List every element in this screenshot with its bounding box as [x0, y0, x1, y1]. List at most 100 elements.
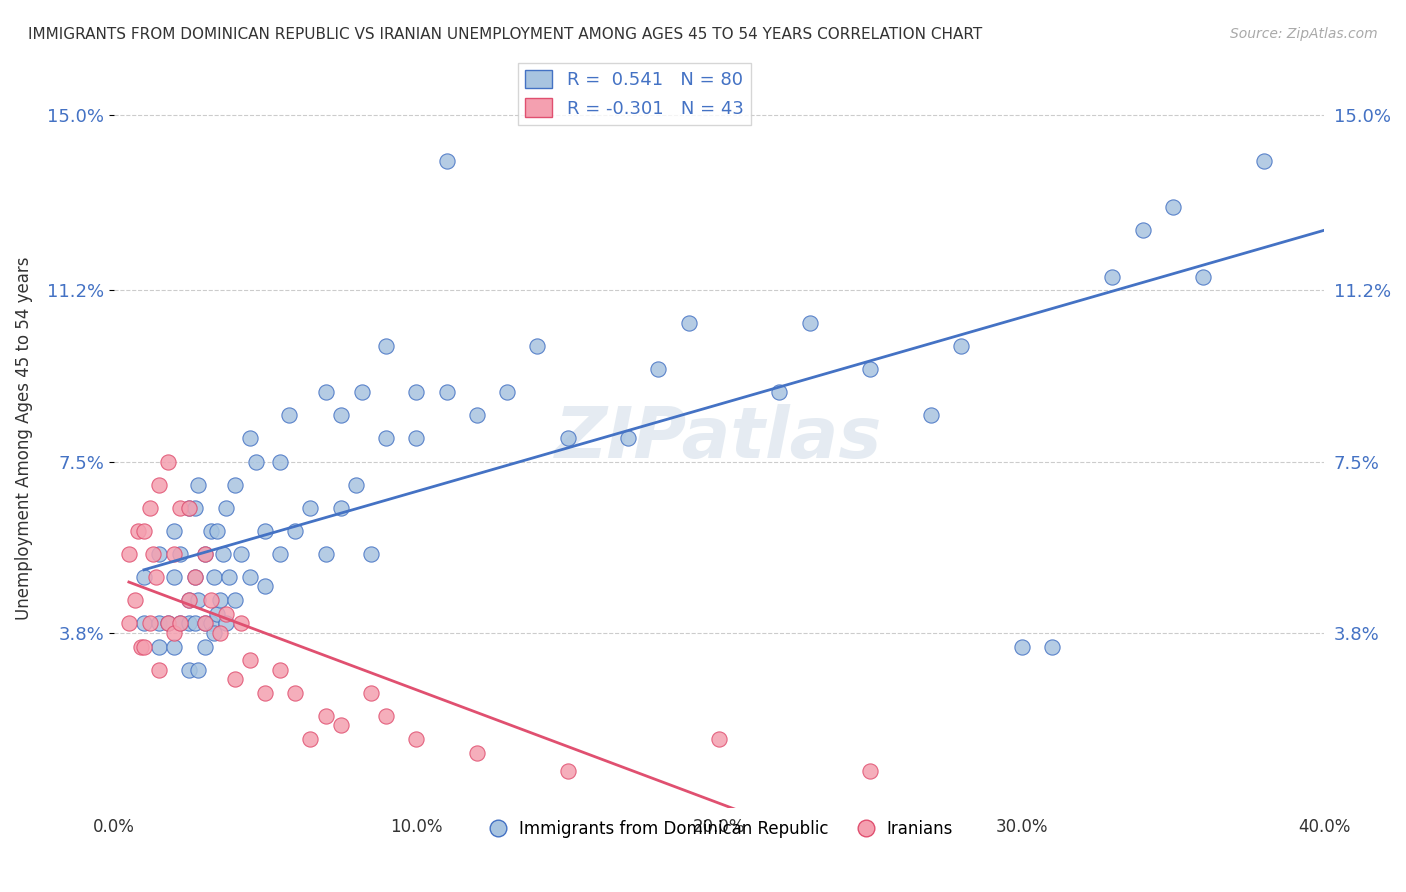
Point — [179, 616, 201, 631]
Point — [193, 640, 215, 654]
Point — [1040, 640, 1063, 654]
Point — [163, 547, 186, 561]
Point — [799, 316, 821, 330]
Point — [405, 385, 427, 400]
Point — [179, 500, 201, 515]
Point — [315, 709, 337, 723]
Point — [208, 593, 231, 607]
Point — [145, 570, 167, 584]
Point — [617, 432, 640, 446]
Point — [193, 547, 215, 561]
Point — [132, 524, 155, 538]
Point — [526, 339, 548, 353]
Point — [142, 547, 165, 561]
Point — [184, 500, 207, 515]
Point — [405, 732, 427, 747]
Point — [950, 339, 973, 353]
Point — [215, 500, 238, 515]
Point — [1192, 269, 1215, 284]
Point — [200, 593, 222, 607]
Point — [859, 362, 882, 376]
Point — [299, 500, 322, 515]
Point — [132, 570, 155, 584]
Point — [218, 570, 240, 584]
Point — [148, 477, 170, 491]
Point — [163, 625, 186, 640]
Point — [184, 616, 207, 631]
Point — [215, 616, 238, 631]
Point — [169, 547, 191, 561]
Point — [557, 432, 579, 446]
Point — [184, 570, 207, 584]
Point — [1161, 200, 1184, 214]
Point — [157, 616, 180, 631]
Point — [139, 616, 162, 631]
Point — [859, 764, 882, 779]
Point — [405, 432, 427, 446]
Point — [179, 663, 201, 677]
Point — [118, 616, 141, 631]
Point — [132, 616, 155, 631]
Point — [360, 547, 382, 561]
Text: IMMIGRANTS FROM DOMINICAN REPUBLIC VS IRANIAN UNEMPLOYMENT AMONG AGES 45 TO 54 Y: IMMIGRANTS FROM DOMINICAN REPUBLIC VS IR… — [28, 27, 983, 42]
Point — [239, 432, 262, 446]
Point — [224, 477, 246, 491]
Point — [187, 663, 209, 677]
Point — [350, 385, 373, 400]
Point — [193, 616, 215, 631]
Point — [205, 607, 228, 622]
Point — [1101, 269, 1123, 284]
Point — [299, 732, 322, 747]
Point — [211, 547, 233, 561]
Point — [229, 547, 252, 561]
Point — [224, 672, 246, 686]
Point — [148, 663, 170, 677]
Legend: Immigrants from Dominican Republic, Iranians: Immigrants from Dominican Republic, Iran… — [478, 814, 959, 845]
Point — [215, 607, 238, 622]
Point — [284, 524, 307, 538]
Point — [184, 570, 207, 584]
Point — [768, 385, 790, 400]
Point — [202, 570, 225, 584]
Point — [124, 593, 146, 607]
Y-axis label: Unemployment Among Ages 45 to 54 years: Unemployment Among Ages 45 to 54 years — [15, 257, 32, 620]
Point — [278, 409, 301, 423]
Point — [920, 409, 942, 423]
Point — [245, 454, 267, 468]
Point — [148, 640, 170, 654]
Point — [200, 524, 222, 538]
Point — [179, 593, 201, 607]
Point — [1011, 640, 1033, 654]
Point — [707, 732, 730, 747]
Point — [344, 477, 367, 491]
Point — [193, 547, 215, 561]
Point — [132, 640, 155, 654]
Point — [465, 746, 488, 760]
Point — [129, 640, 152, 654]
Point — [496, 385, 519, 400]
Point — [239, 570, 262, 584]
Point — [193, 616, 215, 631]
Point — [148, 547, 170, 561]
Point — [179, 500, 201, 515]
Point — [436, 385, 458, 400]
Point — [229, 616, 252, 631]
Point — [465, 409, 488, 423]
Text: Source: ZipAtlas.com: Source: ZipAtlas.com — [1230, 27, 1378, 41]
Point — [139, 500, 162, 515]
Point — [169, 616, 191, 631]
Point — [169, 500, 191, 515]
Point — [436, 154, 458, 169]
Point — [254, 579, 277, 593]
Point — [647, 362, 669, 376]
Point — [163, 640, 186, 654]
Point — [375, 709, 398, 723]
Point — [163, 524, 186, 538]
Point — [118, 547, 141, 561]
Point — [329, 718, 352, 732]
Point — [179, 593, 201, 607]
Point — [269, 547, 291, 561]
Point — [1253, 154, 1275, 169]
Point — [269, 663, 291, 677]
Point — [127, 524, 149, 538]
